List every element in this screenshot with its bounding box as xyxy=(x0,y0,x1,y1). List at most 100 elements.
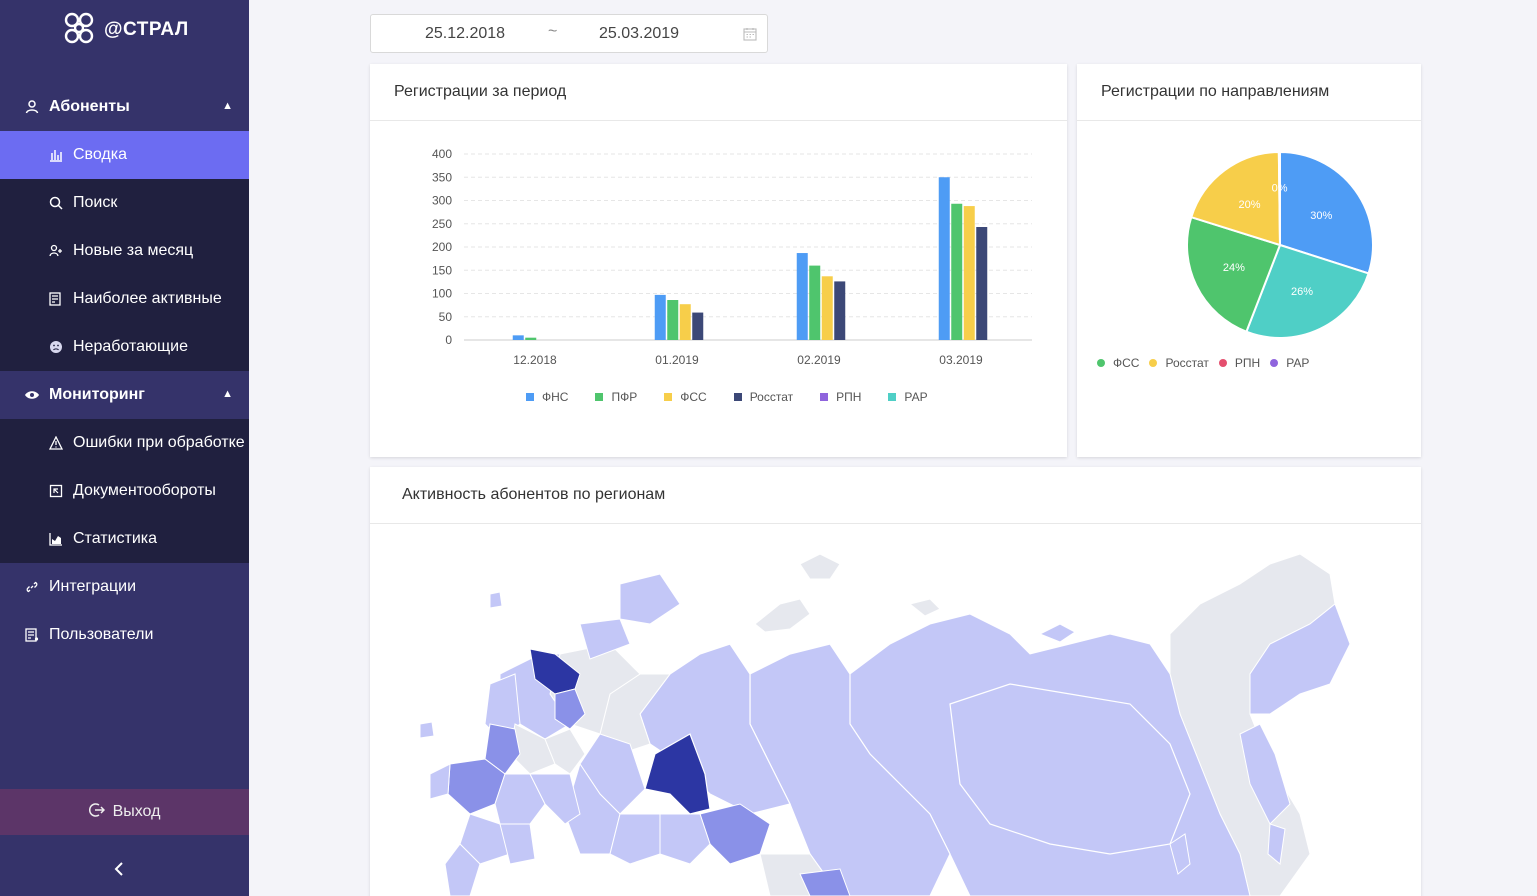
sidebar-section-subscribers[interactable]: Абоненты ▲ xyxy=(0,83,249,131)
sidebar-item-integrations[interactable]: Интеграции xyxy=(0,563,249,611)
bar[interactable] xyxy=(667,300,679,340)
legend-item[interactable]: ФСС xyxy=(1097,356,1139,370)
bar[interactable] xyxy=(809,265,821,340)
legend-swatch xyxy=(526,393,534,401)
bar[interactable] xyxy=(976,227,988,340)
sidebar-item-errors[interactable]: Ошибки при обработке xyxy=(0,419,249,467)
collapse-sidebar-button[interactable] xyxy=(114,860,124,883)
logo[interactable]: @СТРАЛ xyxy=(60,8,190,52)
map-region[interactable] xyxy=(1239,723,1291,825)
map-region[interactable] xyxy=(444,843,481,896)
pie-slice-label: 24% xyxy=(1223,262,1245,274)
map-region[interactable] xyxy=(459,813,511,865)
map-region[interactable] xyxy=(619,573,681,625)
map-region[interactable] xyxy=(1169,833,1191,875)
bar[interactable] xyxy=(512,335,524,340)
eye-icon xyxy=(23,386,41,404)
y-tick-label: 350 xyxy=(432,170,452,184)
map-region[interactable] xyxy=(554,688,586,730)
sidebar-item-new-month[interactable]: Новые за месяц xyxy=(0,227,249,275)
sidebar-item-inactive[interactable]: Неработающие xyxy=(0,323,249,371)
search-icon xyxy=(47,194,65,212)
date-range-picker[interactable]: 25.12.2018 ~ 25.03.2019 xyxy=(370,14,768,53)
new-users-icon xyxy=(47,242,65,260)
calendar-icon[interactable] xyxy=(743,27,757,41)
legend-item[interactable]: Росстат xyxy=(1149,356,1209,370)
map-region[interactable] xyxy=(659,813,711,865)
y-tick-label: 200 xyxy=(432,240,452,254)
bar[interactable] xyxy=(796,253,808,340)
legend-item[interactable]: ФНС xyxy=(526,390,568,404)
bar[interactable] xyxy=(963,206,975,340)
legend-label: ФНС xyxy=(542,390,569,404)
legend-item[interactable]: РПН xyxy=(820,390,861,404)
legend-item[interactable]: РАР xyxy=(1270,356,1309,370)
regional-activity-card: Активность абонентов по регионам xyxy=(370,467,1421,896)
pie-slice[interactable] xyxy=(1277,150,1281,246)
legend-item[interactable]: РАР xyxy=(888,390,928,404)
chevron-up-icon: ▲ xyxy=(222,100,233,112)
legend-item[interactable]: ПФР xyxy=(595,390,637,404)
map-region[interactable] xyxy=(499,823,536,865)
map-region[interactable] xyxy=(754,598,811,633)
map-region[interactable] xyxy=(429,763,451,800)
pie-slice[interactable] xyxy=(1279,150,1374,275)
pie-slice[interactable] xyxy=(1245,243,1370,339)
legend-swatch xyxy=(595,393,604,401)
sidebar-item-statistics[interactable]: Статистика xyxy=(0,515,249,563)
map-region[interactable] xyxy=(1249,603,1351,715)
bar[interactable] xyxy=(679,304,691,340)
sidebar-item-most-active[interactable]: Наиболее активные xyxy=(0,275,249,323)
bar[interactable] xyxy=(654,294,666,340)
legend-item[interactable]: ФСС xyxy=(664,390,707,404)
map-region[interactable] xyxy=(579,618,631,660)
card-divider xyxy=(370,120,1067,121)
sidebar-item-document-flows[interactable]: Документообороты xyxy=(0,467,249,515)
sidebar-item-search[interactable]: Поиск xyxy=(0,179,249,227)
card-title: Регистрации за период xyxy=(394,83,567,100)
pie-slice[interactable] xyxy=(1190,150,1282,247)
pie-slice[interactable] xyxy=(1186,215,1282,334)
sidebar-item-label: Документообороты xyxy=(73,482,216,499)
map-region[interactable] xyxy=(419,721,435,739)
bar[interactable] xyxy=(821,276,833,340)
map-region[interactable] xyxy=(908,598,941,617)
date-from-input[interactable]: 25.12.2018 xyxy=(425,25,506,42)
legend-swatch xyxy=(1149,359,1158,367)
bar[interactable] xyxy=(938,177,950,340)
legend-swatch xyxy=(888,393,897,401)
legend-label: ФСС xyxy=(1113,356,1140,370)
bar[interactable] xyxy=(834,281,846,340)
map-region[interactable] xyxy=(489,591,503,609)
map-region[interactable] xyxy=(484,723,521,775)
map-region[interactable] xyxy=(544,728,586,775)
map-region[interactable] xyxy=(699,803,771,865)
logout-button[interactable]: Выход xyxy=(0,789,249,835)
sidebar-item-users[interactable]: Пользователи xyxy=(0,611,249,659)
date-range-separator: ~ xyxy=(548,23,558,40)
map-region[interactable] xyxy=(609,813,661,865)
bar[interactable] xyxy=(525,337,537,340)
map-region[interactable] xyxy=(1267,823,1286,865)
map-region[interactable] xyxy=(949,683,1191,855)
map-region[interactable] xyxy=(644,733,711,815)
bar[interactable] xyxy=(692,312,704,340)
sidebar-item-summary[interactable]: Сводка xyxy=(0,131,249,179)
legend-item[interactable]: Росстат xyxy=(733,390,793,404)
legend-swatch xyxy=(1097,359,1105,367)
pie-slice-label: 30% xyxy=(1310,210,1332,222)
map-region[interactable] xyxy=(529,773,581,825)
legend-label: РПН xyxy=(836,390,862,404)
date-to-input[interactable]: 25.03.2019 xyxy=(599,25,680,42)
russia-regions-map[interactable] xyxy=(370,524,1421,896)
users-list-icon xyxy=(23,626,41,644)
map-region[interactable] xyxy=(1038,623,1076,643)
legend-label: РПН xyxy=(1234,356,1261,370)
card-title: Регистрации по направлениям xyxy=(1101,83,1330,100)
legend-item[interactable]: РПН xyxy=(1218,356,1261,370)
sidebar-section-label: Мониторинг xyxy=(49,386,145,403)
sidebar-section-monitoring[interactable]: Мониторинг ▲ xyxy=(0,371,249,419)
map-region[interactable] xyxy=(799,553,841,580)
map-region[interactable] xyxy=(799,868,851,896)
bar[interactable] xyxy=(951,203,963,340)
